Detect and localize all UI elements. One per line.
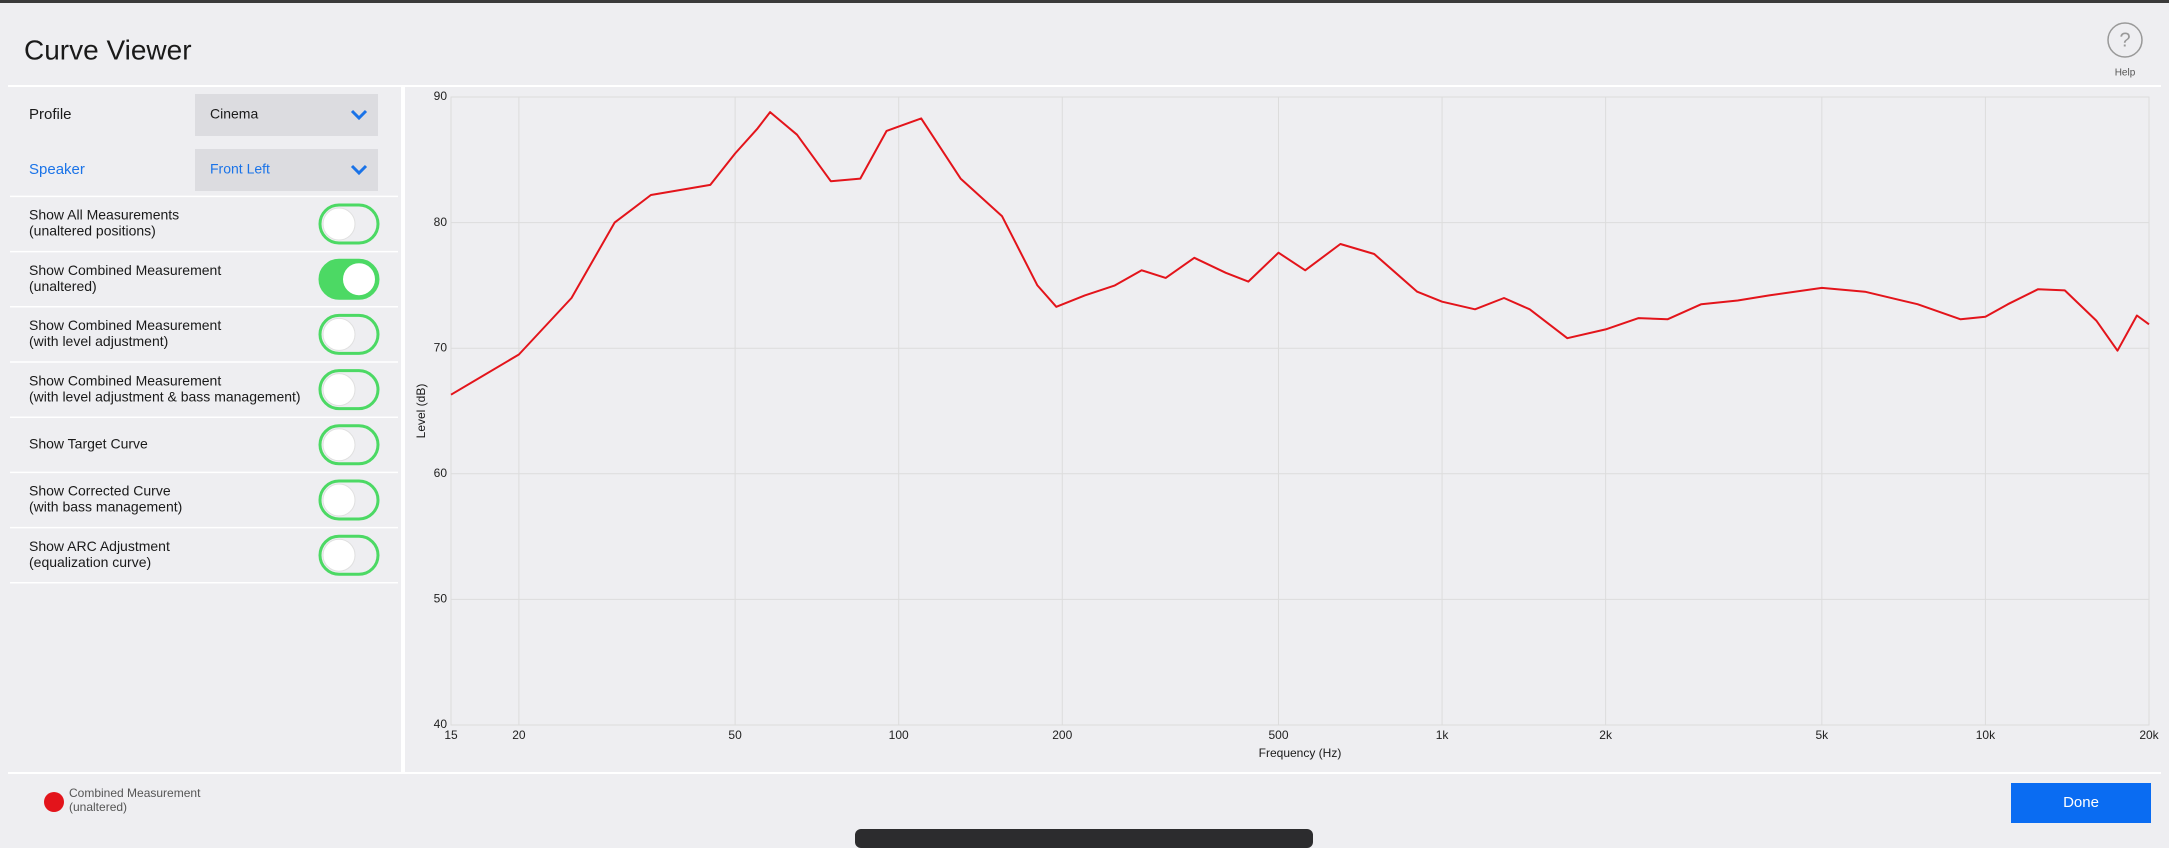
x-tick-label: 500 (1268, 728, 1288, 742)
toggle-label: (equalization curve) (29, 554, 151, 570)
panel-divider (401, 87, 405, 772)
dropdown-value: Cinema (210, 106, 258, 122)
y-axis-title: Level (dB) (414, 384, 428, 439)
y-tick-label: 70 (434, 340, 448, 354)
toggle-label: (unaltered positions) (29, 223, 156, 239)
toggle-knob (322, 538, 356, 572)
selector-label: Speaker (29, 161, 85, 178)
x-tick-label: 10k (1976, 728, 1996, 742)
chevron (350, 109, 368, 121)
toggle-label: (with level adjustment & bass management… (29, 388, 301, 404)
toggle-label: Show All Measurements (29, 207, 179, 223)
dock (855, 829, 1313, 848)
toggle-label: Show Combined Measurement (29, 372, 221, 388)
x-tick-label: 200 (1052, 728, 1072, 742)
page-title: Curve Viewer (24, 34, 192, 65)
toggle-label: Show Combined Measurement (29, 317, 221, 333)
y-tick-label: 80 (434, 215, 448, 229)
toggle-knob (343, 263, 375, 296)
x-axis-title: Frequency (Hz) (1259, 746, 1342, 760)
toggle-label: Show Combined Measurement (29, 262, 221, 278)
legend-swatch (44, 792, 64, 812)
dropdown-value: Front Left (210, 161, 270, 177)
toggle-label: Show Corrected Curve (29, 483, 171, 499)
x-tick-label: 2k (1599, 728, 1613, 742)
x-tick-label: 20k (2139, 728, 2159, 742)
y-tick-label: 40 (434, 717, 448, 731)
done-button[interactable] (2011, 783, 2151, 823)
dropdown[interactable] (195, 94, 378, 136)
x-tick-label: 20 (512, 728, 526, 742)
selector-label: Profile (29, 106, 72, 123)
toggle-knob (322, 483, 356, 517)
x-tick-label: 50 (728, 728, 742, 742)
y-tick-label: 90 (434, 89, 448, 103)
curve (450, 111, 2150, 396)
toggle-knob (322, 317, 356, 351)
x-tick-label: 5k (1816, 728, 1830, 742)
toggle-knob (322, 373, 356, 407)
toggle-label: Show Target Curve (29, 436, 148, 452)
y-tick-label: 60 (434, 466, 448, 480)
help-label: Help (2115, 68, 2136, 79)
top-bar (0, 0, 2169, 3)
toggle-label: Show ARC Adjustment (29, 538, 170, 554)
help-icon: ? (2119, 29, 2130, 51)
legend-label: Combined Measurement (unaltered) (69, 786, 201, 814)
done-label: Done (2063, 794, 2099, 811)
toggle-label: (with bass management) (29, 499, 182, 515)
plot-area (450, 96, 2150, 726)
legend-entry: Combined Measurement (unaltered) (69, 786, 201, 814)
chevron (350, 164, 368, 176)
x-tick-label: 15 (444, 728, 458, 742)
y-tick-label: 50 (434, 592, 448, 606)
toggle-label: (with level adjustment) (29, 333, 168, 349)
x-tick-label: 1k (1436, 728, 1450, 742)
toggle-knob (322, 207, 356, 241)
help-button[interactable] (2107, 22, 2143, 58)
x-tick-label: 100 (889, 728, 909, 742)
dropdown[interactable] (195, 149, 378, 191)
toggle-label: (unaltered) (29, 278, 97, 294)
toggle-knob (322, 428, 356, 462)
